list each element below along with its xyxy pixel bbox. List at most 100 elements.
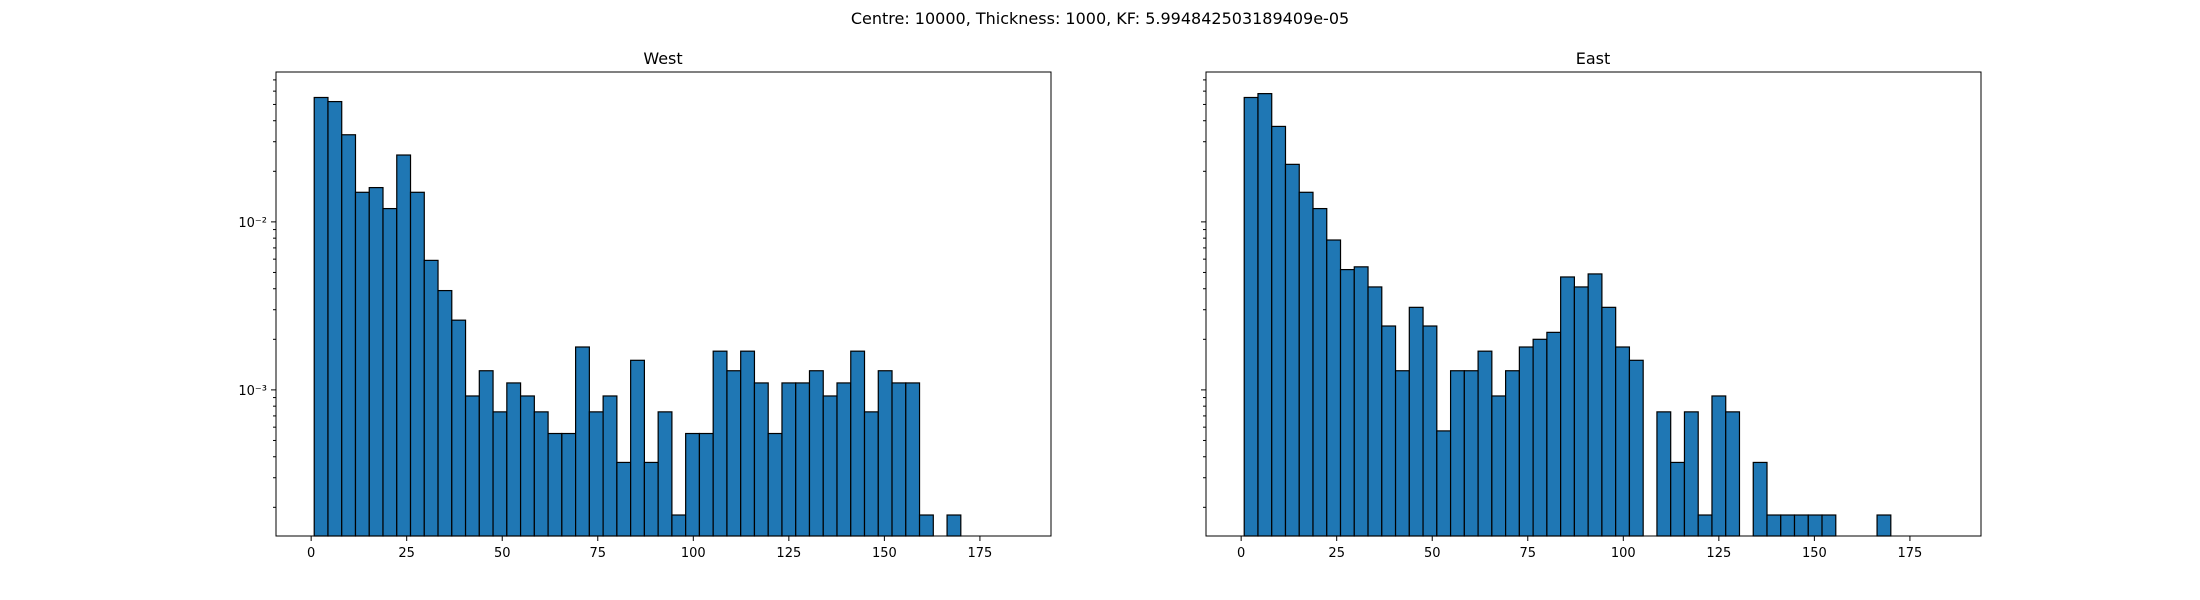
x-tick-label: 175 xyxy=(1898,546,1923,561)
histogram-bar xyxy=(1683,411,1699,537)
histogram-bar xyxy=(767,432,783,537)
histogram-bar xyxy=(1353,266,1369,537)
x-tick-label: 175 xyxy=(968,546,993,561)
histogram-bar xyxy=(1725,411,1741,537)
histogram-bar xyxy=(451,319,467,537)
histogram-bar xyxy=(1587,273,1603,537)
histogram-bar xyxy=(1491,395,1507,537)
x-tick-label: 0 xyxy=(307,546,315,561)
histogram-bar xyxy=(506,382,522,537)
histogram-bar xyxy=(492,411,508,537)
histogram-bar xyxy=(1793,514,1809,537)
x-axis-ticks: 0 25 50 75 100 125 150 175 xyxy=(307,536,992,561)
histogram-bar xyxy=(1436,430,1452,537)
histogram-bar xyxy=(1518,346,1534,537)
histogram-bar xyxy=(891,382,907,537)
histogram-bar xyxy=(1339,268,1355,537)
x-tick-label: 25 xyxy=(398,546,415,561)
histogram-bar xyxy=(726,370,742,537)
histogram-bar xyxy=(753,382,769,537)
histogram-bar xyxy=(808,370,824,537)
histogram-bar xyxy=(423,259,439,537)
histogram-bar xyxy=(685,432,701,537)
x-tick-label: 75 xyxy=(1519,546,1536,561)
histogram-bar xyxy=(795,382,811,537)
y-tick-label: 10⁻² xyxy=(238,216,267,231)
histogram-bar xyxy=(1615,346,1631,537)
histogram-bar xyxy=(396,154,412,537)
x-tick-label: 100 xyxy=(1611,546,1636,561)
histogram-bar xyxy=(1394,370,1410,537)
histogram-bar xyxy=(1381,325,1397,537)
histogram-bar xyxy=(464,395,480,537)
histogram-bar xyxy=(698,432,714,537)
histogram-bar xyxy=(1711,395,1727,537)
histogram-bar xyxy=(918,514,934,537)
x-tick-label: 150 xyxy=(872,546,897,561)
histogram-bar xyxy=(1766,514,1782,537)
histogram-bar xyxy=(1449,370,1465,537)
histogram-bar xyxy=(1284,163,1300,537)
subplot-east: East 0 25 50 75 100 125 150 175 xyxy=(1201,49,1982,561)
histogram-bar xyxy=(1807,514,1823,537)
plot-frame xyxy=(1205,71,1982,537)
histogram-bar xyxy=(519,395,535,537)
histogram-bar xyxy=(1560,276,1576,537)
histogram-bar xyxy=(781,382,797,537)
subplot-title: West xyxy=(643,49,682,68)
histogram-bar xyxy=(1601,306,1617,537)
histogram-bar xyxy=(905,382,921,537)
histogram-bar xyxy=(1573,286,1589,537)
histogram-bar xyxy=(1656,411,1672,537)
figure-suptitle: Centre: 10000, Thickness: 1000, KF: 5.99… xyxy=(851,9,1349,28)
bar-group xyxy=(1243,93,1892,537)
y-tick-label: 10⁻³ xyxy=(238,384,267,399)
histogram-bar xyxy=(1505,370,1520,537)
x-tick-label: 50 xyxy=(1424,546,1441,561)
histogram-bar xyxy=(1752,461,1768,537)
histogram-bar xyxy=(588,411,604,537)
histogram-bar xyxy=(602,395,618,537)
histogram-bar xyxy=(863,411,879,537)
histogram-bar xyxy=(409,191,425,537)
subplot-title: East xyxy=(1576,49,1611,68)
histogram-bar xyxy=(1628,359,1644,537)
histogram-bar xyxy=(1326,239,1342,537)
histogram-bar xyxy=(712,350,728,537)
histogram-bar xyxy=(533,411,549,537)
histogram-bar xyxy=(643,461,659,537)
histogram-bar xyxy=(671,514,687,537)
x-tick-label: 25 xyxy=(1328,546,1345,561)
histogram-bar xyxy=(1367,286,1383,537)
histogram-bar xyxy=(1780,514,1796,537)
histogram-bar xyxy=(630,359,646,537)
histogram-bar xyxy=(616,461,632,537)
histogram-bar xyxy=(1697,514,1713,537)
x-tick-label: 125 xyxy=(1706,546,1731,561)
x-tick-label: 100 xyxy=(681,546,706,561)
x-tick-label: 150 xyxy=(1802,546,1827,561)
x-tick-label: 75 xyxy=(589,546,606,561)
histogram-bar xyxy=(657,411,673,537)
histogram-bar xyxy=(1422,325,1438,537)
histogram-bar xyxy=(575,346,590,537)
histogram-bar xyxy=(877,370,893,537)
histogram-bar xyxy=(354,191,370,537)
histogram-bar xyxy=(368,186,384,537)
histogram-bar xyxy=(1821,514,1837,537)
histogram-bar xyxy=(1243,96,1259,537)
y-axis-ticks: 10⁻² 10⁻³ xyxy=(238,79,276,508)
histogram-bar xyxy=(1532,338,1548,537)
x-tick-label: 50 xyxy=(494,546,511,561)
histogram-bar xyxy=(313,96,329,537)
histogram-bar xyxy=(1546,331,1562,537)
x-tick-label: 0 xyxy=(1237,546,1245,561)
histogram-bar xyxy=(437,289,453,537)
histogram-bar xyxy=(1298,191,1314,537)
histogram-bar xyxy=(1271,125,1287,537)
histogram-bar xyxy=(327,100,343,537)
histogram-bar xyxy=(850,350,866,537)
histogram-bar xyxy=(740,350,756,537)
histogram-bar xyxy=(1312,207,1328,537)
